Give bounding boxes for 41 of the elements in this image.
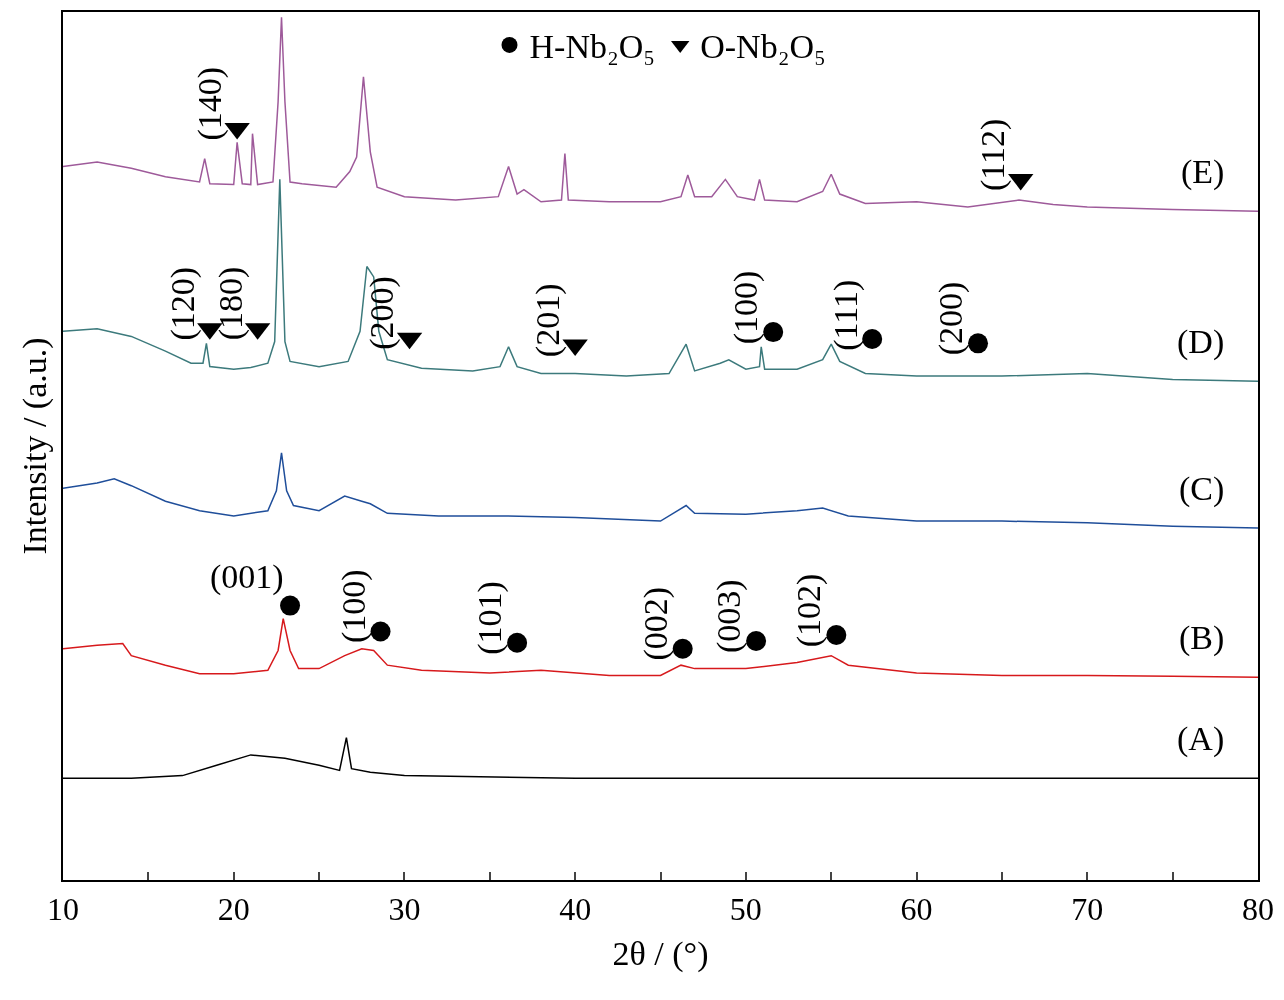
series-label: (D)	[1177, 323, 1225, 361]
annotation: (101)	[471, 581, 510, 655]
x-tick-label: 10	[47, 891, 79, 928]
annotation: (200)	[363, 276, 402, 350]
point	[507, 632, 528, 653]
x-axis-title: 2θ / (°)	[612, 935, 709, 974]
x-tick-label: 50	[729, 891, 762, 928]
annotation: (100)	[335, 569, 374, 644]
point	[672, 638, 693, 659]
legend-label: O-Nb₂O₅	[700, 28, 826, 66]
y-axis-title: Intensity / (a.u.)	[16, 337, 55, 555]
point	[280, 595, 301, 616]
x-tick-label: 60	[900, 891, 933, 928]
x-tick-label: 80	[1242, 891, 1274, 928]
point	[968, 333, 989, 354]
x-tick-label: 20	[217, 891, 250, 928]
annotation: (112)	[974, 118, 1013, 192]
point	[370, 621, 391, 642]
annotation: (120)	[164, 266, 203, 341]
annotation: (200)	[931, 281, 970, 356]
x-tick-label: 70	[1071, 891, 1104, 928]
series-label: (C)	[1179, 470, 1225, 508]
x-tick-label: 40	[559, 891, 592, 928]
annotation: (003)	[710, 579, 749, 654]
point	[763, 322, 784, 343]
series-label: (E)	[1181, 153, 1225, 191]
series-label: (A)	[1177, 720, 1225, 758]
x-tick-label: 30	[388, 891, 421, 928]
annotation: (002)	[636, 586, 675, 661]
annotation: (001)	[210, 558, 284, 596]
point	[862, 329, 883, 349]
series-label: (B)	[1179, 619, 1225, 657]
legend-label: H-Nb₂O₅	[529, 28, 656, 66]
annotation: (100)	[727, 270, 766, 345]
annotation: (111)	[826, 279, 865, 351]
annotation: (140)	[190, 66, 229, 141]
point	[746, 631, 767, 651]
annotation: (201)	[529, 283, 568, 358]
annotation: (102)	[790, 573, 829, 648]
point	[826, 624, 847, 645]
annotation: (180)	[211, 266, 250, 341]
